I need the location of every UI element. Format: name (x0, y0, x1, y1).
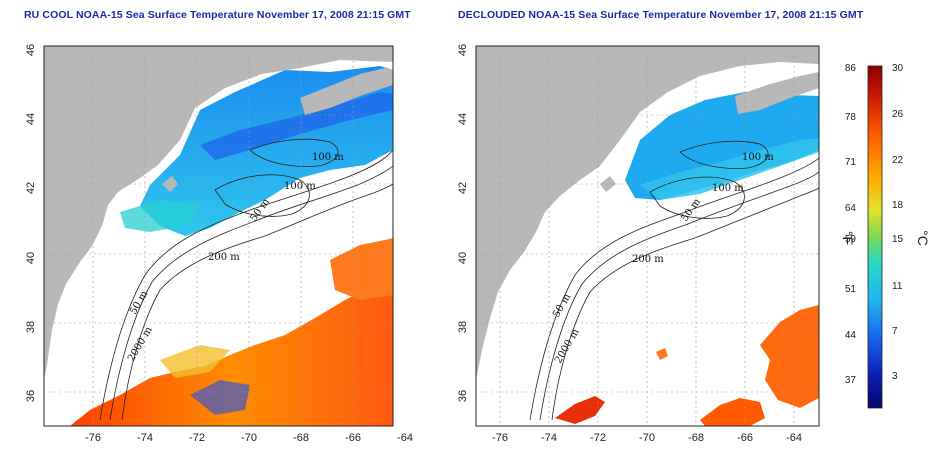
lat-tick-label: 40 (25, 252, 37, 264)
left-grid (44, 46, 393, 426)
right-lat-ticks: 46 44 42 40 38 36 (457, 44, 469, 402)
c-tick-label: 18 (892, 200, 904, 211)
lon-tick-label: -74 (137, 432, 153, 444)
lon-tick-label: -70 (241, 432, 257, 444)
left-panel-title: RU COOL NOAA-15 Sea Surface Temperature … (24, 9, 411, 21)
c-tick-label: 22 (892, 155, 904, 166)
lon-tick-label: -64 (397, 432, 413, 444)
left-speckle-blue (190, 380, 250, 415)
lon-tick-label: -68 (688, 432, 704, 444)
left-lat-ticks: 46 44 42 40 38 36 (25, 44, 37, 402)
c-tick-label: 30 (892, 63, 904, 74)
right-warm-blob (700, 398, 765, 426)
lat-tick-label: 40 (457, 252, 469, 264)
left-map-frame (43, 45, 394, 427)
lat-tick-label: 44 (457, 113, 469, 125)
left-lon-ticks: -76 -74 -72 -70 -68 -66 -64 (85, 432, 413, 444)
left-isobath-lines (99, 138, 393, 421)
lon-tick-label: -74 (541, 432, 557, 444)
f-tick-label: 86 (845, 63, 857, 74)
lon-tick-label: -72 (189, 432, 205, 444)
c-tick-label: 3 (892, 371, 898, 382)
right-warm-blob (760, 305, 819, 408)
f-tick-label: 44 (845, 330, 857, 341)
right-contour-label: 200 m (632, 254, 664, 265)
c-tick-label: 7 (892, 326, 898, 337)
celsius-ticks: 30 26 22 18 15 11 7 3 (892, 63, 904, 382)
left-mid-speckle (160, 345, 230, 378)
lon-tick-label: -72 (590, 432, 606, 444)
lat-tick-label: 46 (25, 44, 37, 56)
left-map: 100 m 100 m 50 m 200 m 50 m 2000 m (43, 45, 394, 427)
left-contour-label: 200 m (208, 252, 240, 263)
f-tick-label: 78 (845, 112, 857, 123)
colorbar-gradient (867, 65, 883, 409)
f-tick-label: 64 (845, 203, 857, 214)
left-contour-label: 100 m (312, 152, 344, 163)
right-cold-streak (640, 138, 819, 200)
fahrenheit-unit-label: °F (840, 231, 856, 245)
left-contour-label: 100 m (284, 181, 316, 192)
right-contour-label: 100 m (712, 183, 744, 194)
c-tick-label: 11 (892, 281, 903, 292)
lon-tick-label: -66 (345, 432, 361, 444)
c-tick-label: 26 (892, 109, 904, 120)
right-panel-title: DECLOUDED NOAA-15 Sea Surface Temperatur… (458, 9, 864, 21)
celsius-unit-label: °C (915, 230, 931, 246)
colorbar: 86 78 71 64 59 51 44 37 30 26 22 18 15 1… (840, 63, 931, 409)
right-grid (476, 46, 819, 426)
left-nova-scotia (300, 68, 393, 115)
f-tick-label: 37 (845, 375, 857, 386)
left-warm-offshore (330, 238, 393, 300)
lat-tick-label: 36 (457, 390, 469, 402)
right-lon-ticks: -76 -74 -72 -70 -68 -66 -64 (492, 432, 802, 444)
lon-tick-label: -76 (85, 432, 101, 444)
lon-tick-label: -64 (786, 432, 802, 444)
left-warm-water-patch (70, 275, 393, 426)
lat-tick-label: 38 (457, 321, 469, 333)
lat-tick-label: 46 (457, 44, 469, 56)
right-warm-speck (656, 348, 668, 360)
right-contour-label: 100 m (742, 152, 774, 163)
lat-tick-label: 44 (25, 113, 37, 125)
right-isobath-lines (529, 140, 819, 421)
left-land-mass (44, 46, 393, 380)
right-cold-water-patch (625, 92, 819, 200)
lon-tick-label: -70 (639, 432, 655, 444)
lat-tick-label: 36 (25, 390, 37, 402)
f-tick-label: 71 (845, 157, 857, 168)
fahrenheit-ticks: 86 78 71 64 59 51 44 37 (845, 63, 857, 386)
left-cold-streak (200, 92, 393, 160)
f-tick-label: 51 (845, 284, 857, 295)
lat-tick-label: 42 (457, 182, 469, 194)
right-nova-scotia (735, 72, 819, 114)
left-shelf-bluegreen (120, 200, 200, 232)
f-tick-label: 59 (845, 234, 857, 245)
lat-tick-label: 42 (25, 182, 37, 194)
lat-tick-label: 38 (25, 321, 37, 333)
lon-tick-label: -68 (293, 432, 309, 444)
right-land-mass (476, 46, 819, 380)
right-map-frame (475, 45, 820, 427)
right-map: 100 m 100 m 50 m 200 m 50 m 2000 m (475, 45, 820, 427)
lon-tick-label: -76 (492, 432, 508, 444)
lon-tick-label: -66 (737, 432, 753, 444)
c-tick-label: 15 (892, 234, 904, 245)
right-warm-blob (555, 396, 605, 424)
